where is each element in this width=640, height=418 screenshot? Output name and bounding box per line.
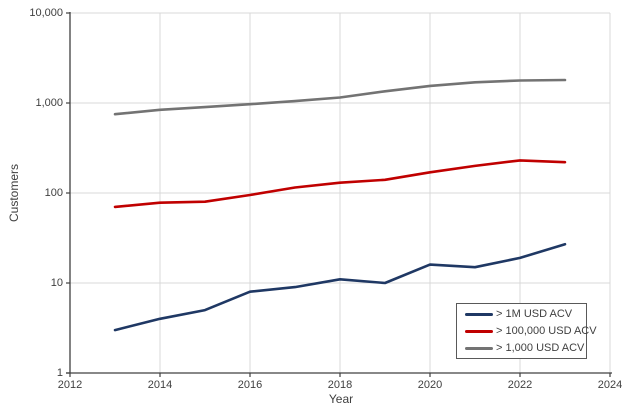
legend-item-label: > 1M USD ACV: [496, 308, 573, 320]
legend-item-label: > 100,000 USD ACV: [496, 325, 597, 337]
series-line-1: [113, 159, 567, 209]
legend-item: > 1,000 USD ACV: [465, 340, 586, 357]
y-tick-label: 1,000: [35, 96, 63, 109]
y-tick-label: 10,000: [29, 6, 63, 19]
x-tick-label: 2020: [417, 379, 443, 391]
series-line-0: [113, 242, 567, 332]
y-axis-title: Customers: [7, 163, 21, 223]
series-line-2: [113, 78, 567, 116]
x-axis-title: Year: [328, 392, 354, 406]
y-tick-label: 1: [56, 366, 63, 379]
x-tick-label: 2012: [57, 379, 83, 391]
legend-line-swatch: [465, 346, 493, 350]
y-tick-label: 10: [50, 276, 63, 289]
x-tick-label: 2016: [237, 379, 263, 391]
legend-item: > 1M USD ACV: [465, 306, 586, 323]
x-tick-label: 2024: [597, 379, 623, 391]
x-tick-label: 2022: [507, 379, 533, 391]
x-tick-label: 2014: [147, 379, 173, 391]
legend-box: > 1M USD ACV > 100,000 USD ACV > 1,000 USD…: [456, 303, 597, 359]
legend-line-swatch: [465, 329, 493, 333]
legend-item: > 100,000 USD ACV: [465, 323, 597, 340]
x-tick-label: 2018: [327, 379, 353, 391]
legend-line-swatch: [465, 312, 493, 316]
legend-item-label: > 1,000 USD ACV: [496, 342, 585, 354]
y-tick-label: 100: [44, 186, 63, 199]
